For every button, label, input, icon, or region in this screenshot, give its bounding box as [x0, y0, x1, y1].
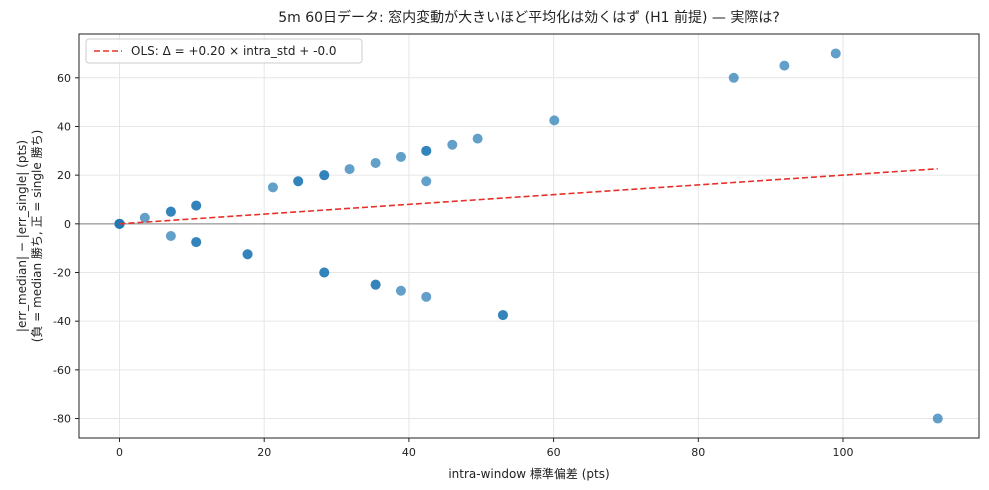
data-point — [344, 164, 355, 175]
data-point — [395, 151, 406, 162]
y-tick-label: -40 — [53, 315, 71, 328]
data-point — [370, 279, 381, 290]
chart-title: 5m 60日データ: 窓内変動が大きいほど平均化は効くはず (H1 前提) — … — [278, 9, 780, 26]
data-point — [242, 249, 253, 260]
data-point — [165, 206, 176, 217]
y-tick-label: -60 — [53, 364, 71, 377]
y-axis-label-line1: |err_median| − |err_single| (pts) — [15, 140, 29, 332]
x-axis-label: intra-window 標準偏差 (pts) — [448, 466, 609, 481]
data-point — [293, 176, 304, 187]
y-axis-label: |err_median| − |err_single| (pts) (負 = m… — [15, 130, 44, 343]
plot-area — [79, 34, 979, 438]
data-point — [165, 231, 176, 241]
data-point — [421, 176, 432, 187]
legend-box — [85, 38, 363, 64]
data-point — [319, 267, 330, 278]
y-tick-label: 40 — [57, 120, 71, 133]
data-point — [421, 291, 432, 302]
ols-fit-line — [119, 167, 938, 225]
data-point — [549, 115, 560, 126]
x-tick-label: 0 — [116, 446, 123, 459]
data-point — [267, 182, 278, 193]
data-point — [139, 212, 150, 223]
legend-fit-label: OLS: Δ = +0.20 × intra_std + -0.0 — [131, 44, 337, 58]
data-point — [319, 170, 330, 181]
x-tick-label: 60 — [547, 446, 561, 459]
axes-frame — [78, 33, 980, 439]
data-point — [421, 145, 432, 156]
data-point — [830, 48, 841, 59]
x-axis-ticks: 0 20 40 60 80 100 — [116, 438, 853, 459]
data-point — [932, 413, 943, 424]
data-point — [779, 60, 790, 71]
data-points — [114, 48, 943, 424]
y-axis-label-line2: (負 = median 勝ち, 正 = single 勝ち) — [29, 130, 44, 343]
data-point — [191, 237, 202, 248]
y-tick-label: 20 — [57, 169, 71, 182]
y-tick-label: 0 — [64, 218, 71, 231]
data-point — [370, 157, 381, 168]
data-point — [191, 200, 202, 211]
y-tick-label: -80 — [53, 413, 71, 426]
data-point — [447, 139, 458, 150]
data-point — [395, 285, 406, 296]
y-tick-label: 60 — [57, 72, 71, 85]
x-tick-label: 40 — [402, 446, 416, 459]
y-axis-ticks: 60 40 20 0 -20 -40 -60 -80 — [53, 72, 79, 426]
data-point — [497, 310, 508, 321]
data-point — [472, 133, 483, 144]
data-point — [728, 72, 739, 83]
x-tick-label: 20 — [257, 446, 271, 459]
x-tick-label: 100 — [832, 446, 853, 459]
x-tick-label: 80 — [691, 446, 705, 459]
legend: OLS: Δ = +0.20 × intra_std + -0.0 — [85, 38, 363, 64]
y-tick-label: -20 — [53, 267, 71, 280]
